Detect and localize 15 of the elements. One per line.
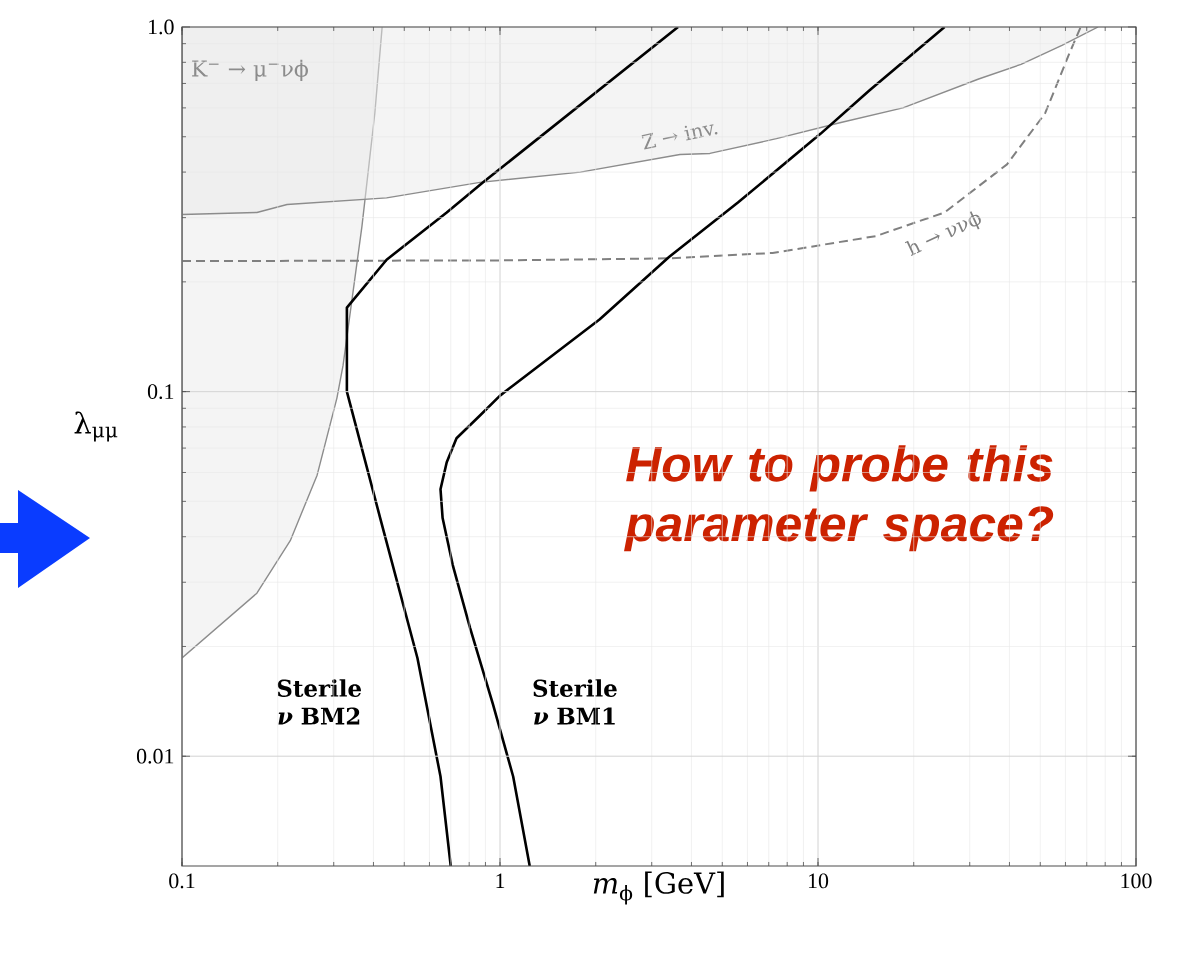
y-tick-label: 0.1	[147, 384, 174, 400]
annotation: How to probe this parameter space?	[624, 445, 1054, 552]
series-label: Z → inv.	[641, 124, 718, 150]
y-axis-title: λ$_{μμ}$	[74, 411, 118, 442]
x-tick-label: 10	[808, 873, 829, 889]
x-axis-title: m$_{ϕ}$ [GeV]	[593, 871, 724, 905]
text: Sterile ν BM2	[277, 679, 362, 725]
x-tick-label: 100	[1121, 873, 1152, 889]
x-tick-label: 1	[496, 873, 505, 888]
text: h → ννϕ	[904, 211, 981, 256]
y-tick-label: 1.0	[149, 19, 174, 35]
x-tick-label: 0.1	[169, 873, 195, 889]
series-label: Sterile ν BM1	[533, 679, 617, 725]
y-tick-label: 0.01	[136, 748, 174, 764]
series-label: K$^{−}$ → μ$^{−}$νϕ	[192, 59, 308, 82]
